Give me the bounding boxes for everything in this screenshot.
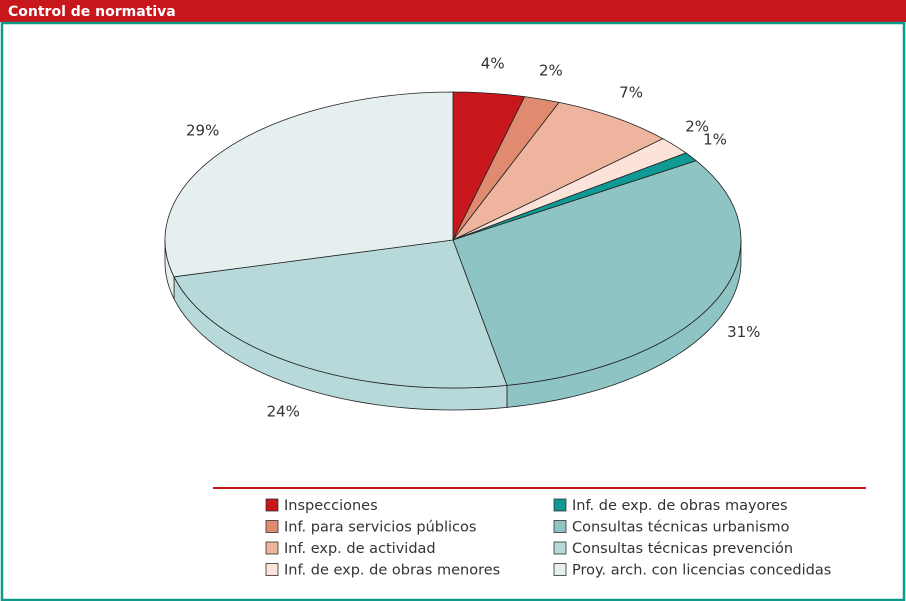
legend-swatch (265, 520, 279, 533)
data-label: 24% (267, 402, 300, 420)
data-label: 2% (539, 62, 563, 80)
legend-swatch (553, 541, 567, 555)
slice (452, 160, 742, 386)
legend-swatch (553, 498, 567, 512)
slice (452, 101, 664, 241)
pie: 4% 2%7%2%1%31%24%29% (164, 54, 760, 420)
legend-swatch (265, 498, 279, 512)
data-label: 31% (727, 323, 760, 341)
legend-label: Consultas técnicas urbanismo (572, 520, 790, 536)
slice (164, 91, 454, 278)
frame (0, 21, 906, 601)
data-label: 7% (619, 84, 643, 102)
chart-title: Control de normativa (8, 4, 176, 20)
legend-label: Inf. para servicios públicos (284, 520, 476, 536)
data-label: 2% (685, 117, 709, 135)
header-bar (0, 0, 906, 22)
legend-label: Consultas técnicas prevención (572, 541, 793, 557)
slice (173, 239, 508, 389)
legend-label: Inf. exp. de actividad (284, 541, 436, 557)
legend: Inspecciones Inf. para servicios públicos… (265, 498, 831, 579)
legend-swatch (553, 520, 567, 533)
legend-swatch (265, 541, 279, 555)
legend-swatch (553, 563, 567, 576)
data-label: 4% (481, 54, 505, 72)
legend-label: Proy. arch. con licencias concedidas (572, 563, 831, 579)
data-label: 29% (186, 122, 219, 140)
legend-label: Inf. de exp. de obras mayores (572, 498, 788, 514)
data-label: 1% (703, 131, 727, 149)
legend-label: Inf. de exp. de obras menores (284, 563, 500, 579)
legend-swatch (265, 563, 279, 576)
legend-label: Inspecciones (284, 498, 378, 514)
